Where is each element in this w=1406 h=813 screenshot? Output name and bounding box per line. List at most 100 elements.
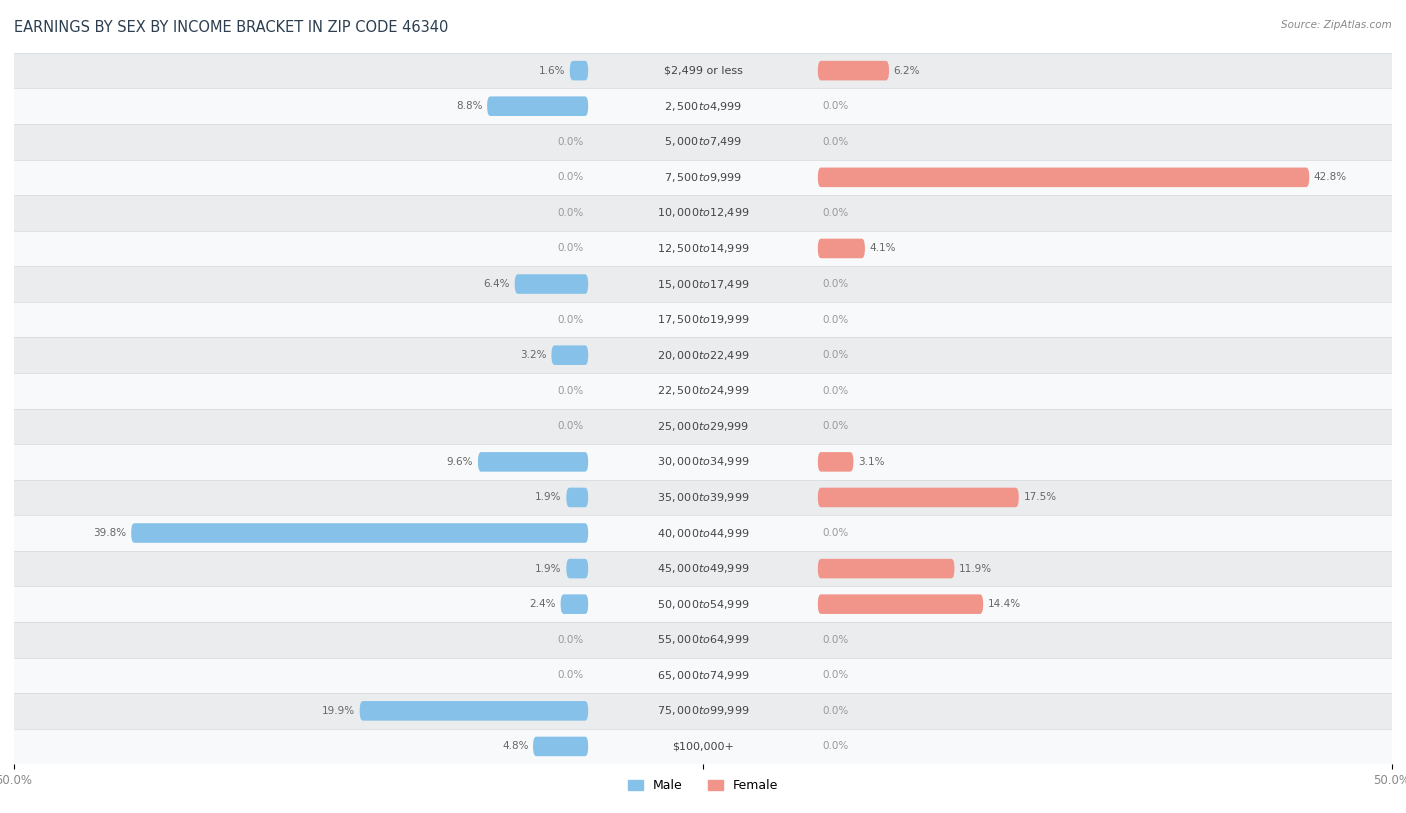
Bar xyxy=(14,408,1392,444)
Text: 0.0%: 0.0% xyxy=(557,421,583,432)
Bar xyxy=(14,728,1392,764)
Text: 0.0%: 0.0% xyxy=(557,635,583,645)
FancyBboxPatch shape xyxy=(533,737,588,756)
Text: $35,000 to $39,999: $35,000 to $39,999 xyxy=(657,491,749,504)
Bar xyxy=(14,480,1392,515)
FancyBboxPatch shape xyxy=(551,346,588,365)
Bar xyxy=(14,124,1392,159)
FancyBboxPatch shape xyxy=(360,701,588,720)
Text: 11.9%: 11.9% xyxy=(959,563,993,574)
Text: $65,000 to $74,999: $65,000 to $74,999 xyxy=(657,669,749,682)
FancyBboxPatch shape xyxy=(131,524,588,543)
Bar xyxy=(14,53,1392,89)
FancyBboxPatch shape xyxy=(486,97,588,116)
Text: 9.6%: 9.6% xyxy=(447,457,474,467)
Text: 0.0%: 0.0% xyxy=(823,741,849,751)
FancyBboxPatch shape xyxy=(569,61,588,80)
Bar xyxy=(14,586,1392,622)
Text: $15,000 to $17,499: $15,000 to $17,499 xyxy=(657,277,749,290)
Text: $17,500 to $19,999: $17,500 to $19,999 xyxy=(657,313,749,326)
Text: 0.0%: 0.0% xyxy=(557,208,583,218)
Text: 0.0%: 0.0% xyxy=(823,706,849,716)
Text: 1.9%: 1.9% xyxy=(536,493,562,502)
Bar xyxy=(14,195,1392,231)
Text: 14.4%: 14.4% xyxy=(988,599,1021,609)
Text: 17.5%: 17.5% xyxy=(1024,493,1056,502)
Bar xyxy=(14,373,1392,408)
Text: $22,500 to $24,999: $22,500 to $24,999 xyxy=(657,385,749,398)
FancyBboxPatch shape xyxy=(567,559,588,578)
FancyBboxPatch shape xyxy=(561,594,588,614)
Bar xyxy=(14,337,1392,373)
Bar xyxy=(14,658,1392,693)
Legend: Male, Female: Male, Female xyxy=(623,774,783,797)
Text: $2,499 or less: $2,499 or less xyxy=(664,66,742,76)
Text: $55,000 to $64,999: $55,000 to $64,999 xyxy=(657,633,749,646)
Text: 0.0%: 0.0% xyxy=(557,315,583,324)
Text: 6.4%: 6.4% xyxy=(484,279,510,289)
Text: 0.0%: 0.0% xyxy=(823,385,849,396)
Text: 8.8%: 8.8% xyxy=(456,101,482,111)
Text: 0.0%: 0.0% xyxy=(823,279,849,289)
Text: $30,000 to $34,999: $30,000 to $34,999 xyxy=(657,455,749,468)
FancyBboxPatch shape xyxy=(818,594,983,614)
Bar xyxy=(14,622,1392,658)
Bar xyxy=(14,89,1392,124)
Text: 0.0%: 0.0% xyxy=(823,350,849,360)
Text: $100,000+: $100,000+ xyxy=(672,741,734,751)
Bar xyxy=(14,693,1392,728)
Text: 0.0%: 0.0% xyxy=(823,528,849,538)
Bar xyxy=(14,302,1392,337)
Text: $7,500 to $9,999: $7,500 to $9,999 xyxy=(664,171,742,184)
FancyBboxPatch shape xyxy=(818,61,889,80)
Text: 2.4%: 2.4% xyxy=(530,599,555,609)
Text: 0.0%: 0.0% xyxy=(823,208,849,218)
Text: 4.1%: 4.1% xyxy=(869,243,896,254)
Text: 3.1%: 3.1% xyxy=(858,457,884,467)
FancyBboxPatch shape xyxy=(818,488,1019,507)
Text: EARNINGS BY SEX BY INCOME BRACKET IN ZIP CODE 46340: EARNINGS BY SEX BY INCOME BRACKET IN ZIP… xyxy=(14,20,449,35)
Text: 39.8%: 39.8% xyxy=(93,528,127,538)
Text: $50,000 to $54,999: $50,000 to $54,999 xyxy=(657,598,749,611)
Text: 3.2%: 3.2% xyxy=(520,350,547,360)
Text: 6.2%: 6.2% xyxy=(894,66,920,76)
Bar xyxy=(14,551,1392,586)
Bar xyxy=(14,444,1392,480)
Text: 0.0%: 0.0% xyxy=(823,670,849,680)
Bar xyxy=(14,266,1392,302)
Text: 0.0%: 0.0% xyxy=(557,670,583,680)
Text: $2,500 to $4,999: $2,500 to $4,999 xyxy=(664,100,742,113)
Text: 0.0%: 0.0% xyxy=(823,635,849,645)
FancyBboxPatch shape xyxy=(515,274,588,293)
Text: 0.0%: 0.0% xyxy=(823,137,849,147)
Text: $25,000 to $29,999: $25,000 to $29,999 xyxy=(657,420,749,433)
Text: Source: ZipAtlas.com: Source: ZipAtlas.com xyxy=(1281,20,1392,30)
Text: 0.0%: 0.0% xyxy=(557,385,583,396)
Text: 1.6%: 1.6% xyxy=(538,66,565,76)
Text: 19.9%: 19.9% xyxy=(322,706,356,716)
Bar xyxy=(14,159,1392,195)
Text: $5,000 to $7,499: $5,000 to $7,499 xyxy=(664,135,742,148)
Text: $20,000 to $22,499: $20,000 to $22,499 xyxy=(657,349,749,362)
FancyBboxPatch shape xyxy=(818,167,1309,187)
FancyBboxPatch shape xyxy=(567,488,588,507)
Text: 0.0%: 0.0% xyxy=(823,101,849,111)
Text: 0.0%: 0.0% xyxy=(823,315,849,324)
Text: 0.0%: 0.0% xyxy=(823,421,849,432)
Text: 42.8%: 42.8% xyxy=(1313,172,1347,182)
FancyBboxPatch shape xyxy=(818,452,853,472)
FancyBboxPatch shape xyxy=(818,559,955,578)
Text: 1.9%: 1.9% xyxy=(536,563,562,574)
Text: 0.0%: 0.0% xyxy=(557,172,583,182)
Text: 4.8%: 4.8% xyxy=(502,741,529,751)
Text: 0.0%: 0.0% xyxy=(557,243,583,254)
Text: 0.0%: 0.0% xyxy=(557,137,583,147)
Text: $75,000 to $99,999: $75,000 to $99,999 xyxy=(657,704,749,717)
Bar xyxy=(14,515,1392,551)
Text: $12,500 to $14,999: $12,500 to $14,999 xyxy=(657,242,749,255)
FancyBboxPatch shape xyxy=(818,239,865,259)
Text: $40,000 to $44,999: $40,000 to $44,999 xyxy=(657,527,749,540)
FancyBboxPatch shape xyxy=(478,452,588,472)
Bar xyxy=(14,231,1392,266)
Text: $45,000 to $49,999: $45,000 to $49,999 xyxy=(657,562,749,575)
